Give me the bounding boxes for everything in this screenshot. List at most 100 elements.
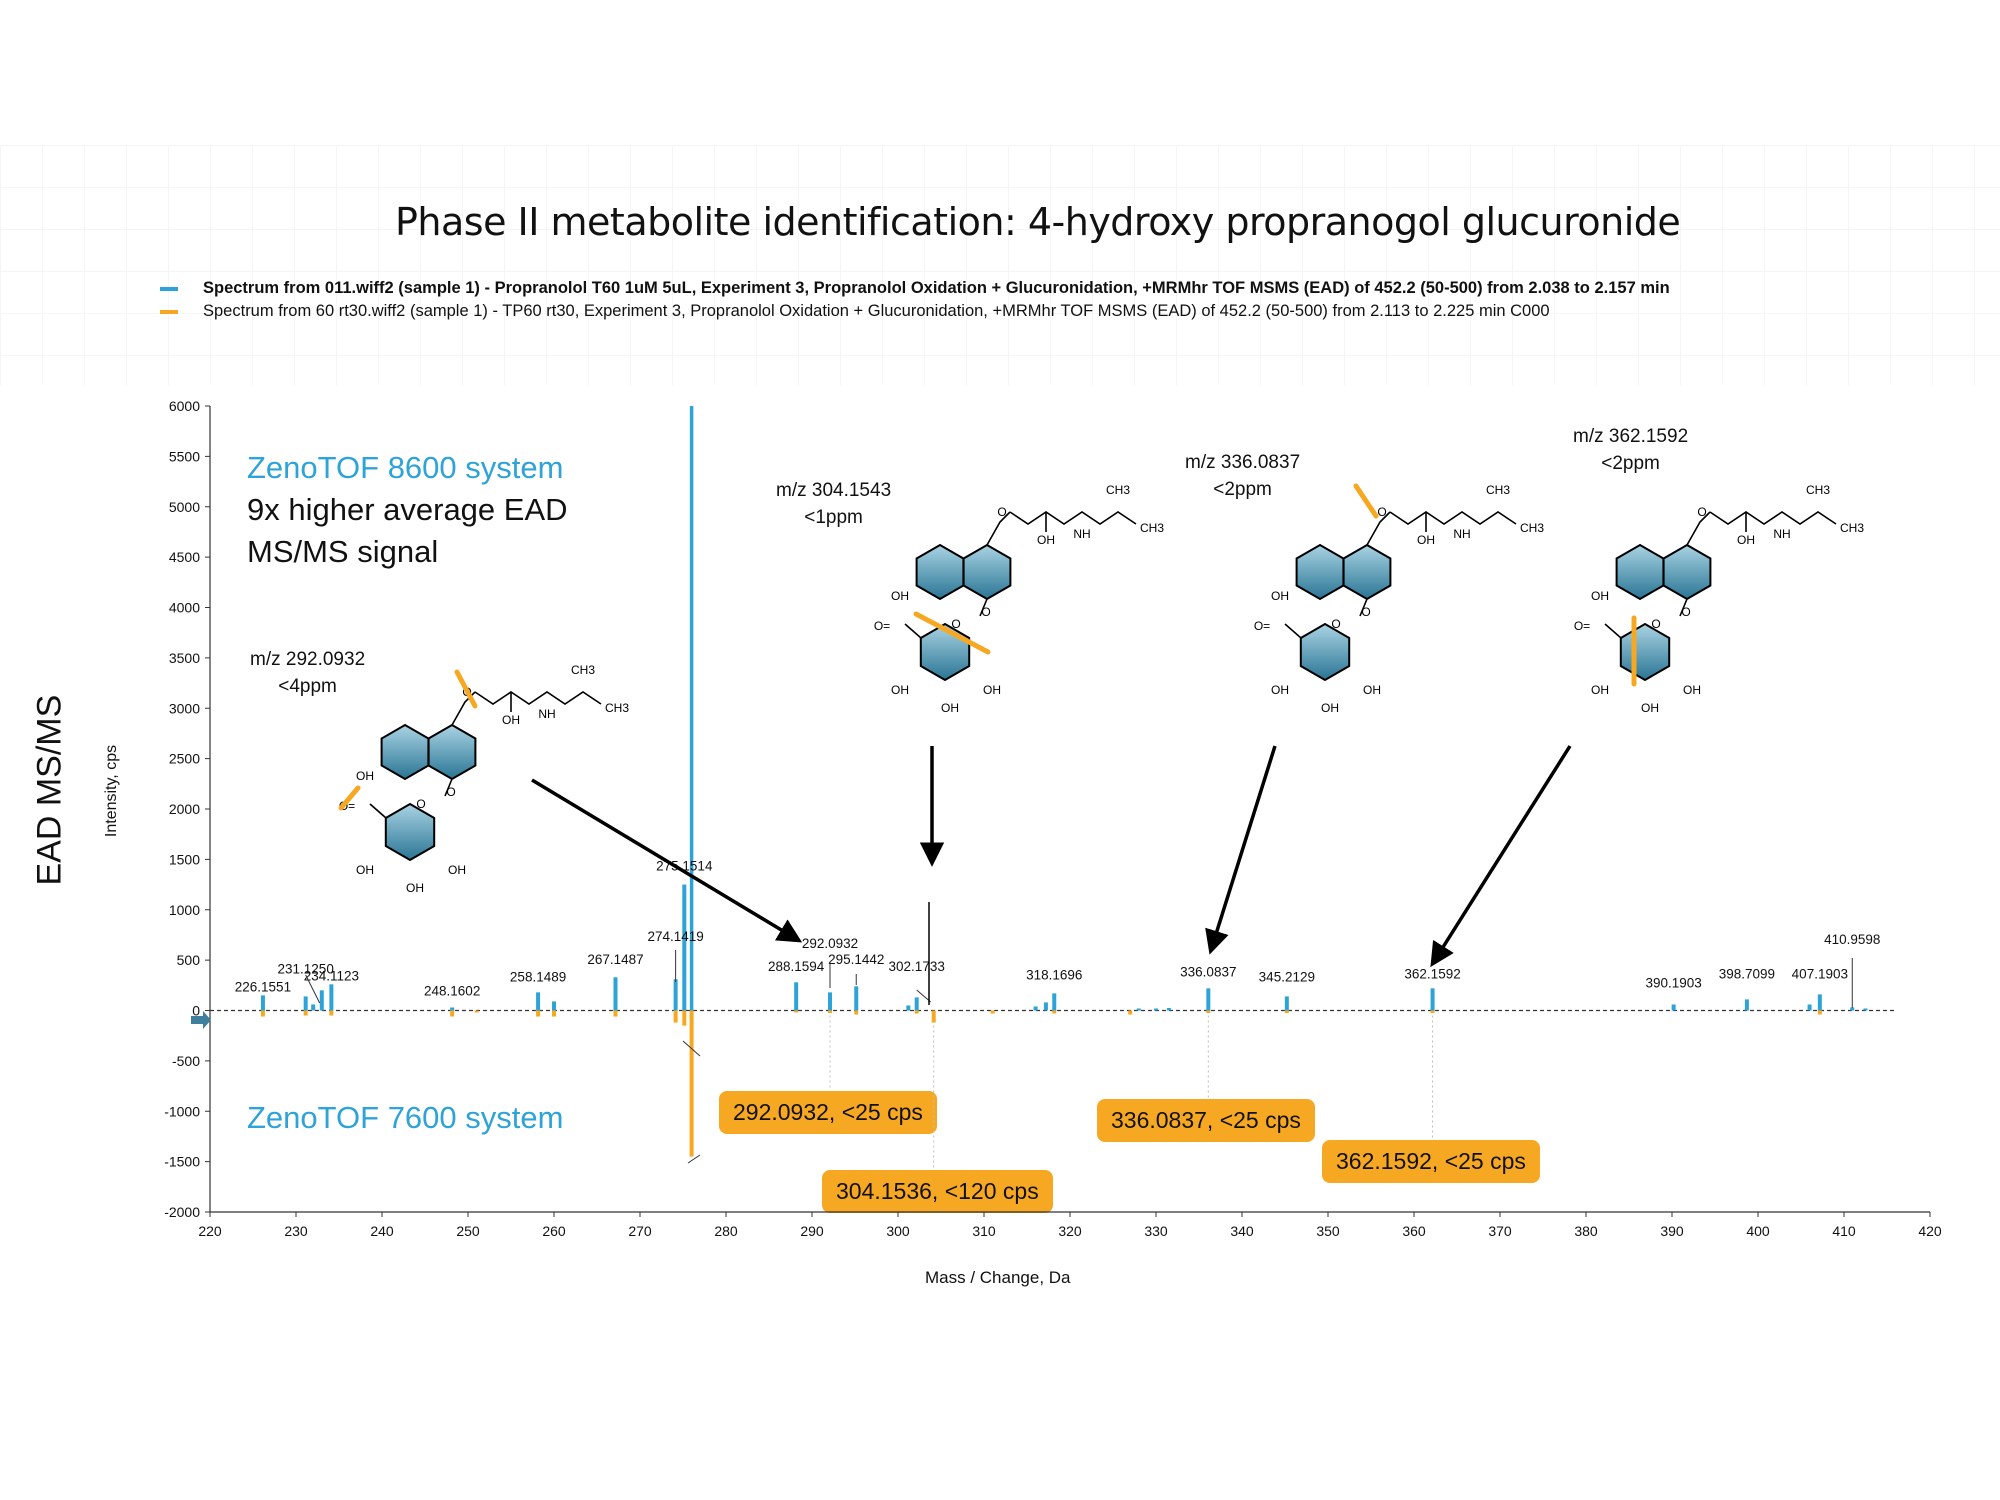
glycoside-bond xyxy=(444,778,453,797)
spectrum-bar-blue xyxy=(450,1007,455,1011)
baseline-arrow-icon xyxy=(191,1011,211,1029)
atom-label: OH xyxy=(891,683,909,697)
side-chain xyxy=(474,691,602,705)
carboxyl-bond xyxy=(1604,623,1622,639)
spectrum-bar-orange xyxy=(474,1010,479,1013)
spectrum-bar-blue xyxy=(1807,1004,1812,1011)
atom-label: CH3 xyxy=(1806,483,1830,497)
glycoside-bond xyxy=(1359,598,1368,617)
spectrum-bar-orange xyxy=(1817,1010,1822,1015)
spectrum-bar-orange xyxy=(260,1010,265,1017)
naphthalene-ring-left xyxy=(1615,543,1665,601)
peak-label: 231.1250 xyxy=(278,961,334,976)
peak-label: 226.1551 xyxy=(235,979,291,994)
spectrum-bar-blue xyxy=(552,1001,556,1011)
fragment-ppm: <2ppm xyxy=(1601,453,1660,474)
spectrum-bar-blue xyxy=(303,996,308,1011)
atom-label: OH xyxy=(406,881,424,895)
atom-label: O xyxy=(1681,605,1690,619)
ether-bond xyxy=(1366,511,1391,546)
peak-label-leader xyxy=(687,1154,701,1164)
naphthalene-ring-right xyxy=(1342,543,1392,601)
fragment-ppm: <4ppm xyxy=(278,676,337,697)
y-tick-label: 3000 xyxy=(169,700,200,716)
x-tick-label: 410 xyxy=(1832,1223,1856,1239)
x-tick-label: 220 xyxy=(198,1223,222,1239)
legend-text-orange: Spectrum from 60 rt30.wiff2 (sample 1) -… xyxy=(203,302,1550,320)
glycoside-bond xyxy=(1679,598,1688,617)
atom-label: CH3 xyxy=(1486,483,1510,497)
atom-label: NH xyxy=(1073,527,1090,541)
x-tick-label: 340 xyxy=(1230,1223,1254,1239)
cleavage-marker xyxy=(338,785,361,811)
side-chain xyxy=(1709,511,1837,525)
atom-label: O xyxy=(1377,505,1386,519)
x-axis-title: Mass / Change, Da xyxy=(925,1268,1071,1287)
spectrum-bar-orange xyxy=(673,1010,678,1023)
cleavage-marker xyxy=(1353,483,1379,519)
atom-label: NH xyxy=(1453,527,1470,541)
naphthalene-ring-left xyxy=(915,543,965,601)
badge-304: 304.1536, <120 cps xyxy=(822,1170,1053,1213)
y-tick-label: 6000 xyxy=(169,398,200,414)
spectrum-bar-blue xyxy=(536,992,541,1011)
peak-label: 258.1489 xyxy=(510,969,566,984)
spectrum-bar-blue xyxy=(682,884,687,1011)
peak-label: 390.1903 xyxy=(1645,975,1701,990)
x-tick-label: 400 xyxy=(1746,1223,1770,1239)
peak-label: 295.1442 xyxy=(828,952,884,967)
peak-label: 302.1733 xyxy=(889,959,945,974)
spectrum-bar-orange xyxy=(450,1010,455,1017)
bars-layer xyxy=(260,406,1868,1157)
carboxyl-bond xyxy=(1284,623,1302,639)
x-tick-label: 320 xyxy=(1058,1223,1082,1239)
spectrum-bar-blue xyxy=(1166,1007,1171,1011)
atom-label: OH xyxy=(1271,683,1289,697)
x-tick-label: 420 xyxy=(1918,1223,1942,1239)
atom-label: OH xyxy=(1037,533,1055,547)
atom-label: O= xyxy=(874,619,890,633)
spectrum-bar-blue xyxy=(673,979,678,1011)
structure-304: O OH NH CH3 CH3 O O OH O= OH OH OH xyxy=(874,483,1164,715)
x-tick-label: 230 xyxy=(284,1223,308,1239)
y-tick-label: 500 xyxy=(177,952,201,968)
atom-label: OH xyxy=(1591,589,1609,603)
spectrum-bar-orange xyxy=(914,1010,919,1014)
y-tick-label: 4500 xyxy=(169,549,200,565)
spectrum-bar-blue xyxy=(854,986,859,1011)
y-tick-label: -1500 xyxy=(164,1154,200,1170)
spectrum-bar-blue xyxy=(329,984,334,1011)
header-grid-background xyxy=(0,145,2000,385)
atom-label: CH3 xyxy=(1520,521,1544,535)
atom-label: CH3 xyxy=(571,663,595,677)
spectrum-bar-blue xyxy=(689,406,694,1011)
x-tick-label: 330 xyxy=(1144,1223,1168,1239)
legend: Spectrum from 011.wiff2 (sample 1) - Pro… xyxy=(160,277,1670,323)
peak-label: 288.1594 xyxy=(768,959,825,974)
ether-bond xyxy=(986,511,1011,546)
fragment-arrow xyxy=(531,778,803,943)
y-tick-label: -1000 xyxy=(164,1103,200,1119)
glucuronide-ring xyxy=(1299,622,1351,682)
spectrum-bar-blue xyxy=(828,992,833,1011)
x-tick-label: 350 xyxy=(1316,1223,1340,1239)
glucuronide-ring xyxy=(384,802,436,862)
spectrum-bar-orange xyxy=(613,1010,618,1017)
y-tick-label: -500 xyxy=(172,1053,200,1069)
y-tick-label: 5500 xyxy=(169,448,200,464)
naphthalene-ring-right xyxy=(1662,543,1712,601)
y-tick-label: 5000 xyxy=(169,499,200,515)
spectrum-bar-blue xyxy=(1850,1007,1855,1011)
glucuronide-ring xyxy=(1619,622,1671,682)
x-tick-label: 370 xyxy=(1488,1223,1512,1239)
fragment-arrow xyxy=(1205,745,1277,955)
atom-label: OH xyxy=(891,589,909,603)
spectrum-bar-orange xyxy=(689,1010,694,1157)
atom-label: OH xyxy=(1363,683,1381,697)
spectrum-bar-blue xyxy=(906,1005,911,1011)
atom-label: OH xyxy=(502,713,520,727)
fragment-label-336: m/z 336.0837 <2ppm xyxy=(1185,449,1300,503)
peak-label: 274.1419 xyxy=(647,929,703,944)
peak-label: 407.1903 xyxy=(1792,966,1848,981)
